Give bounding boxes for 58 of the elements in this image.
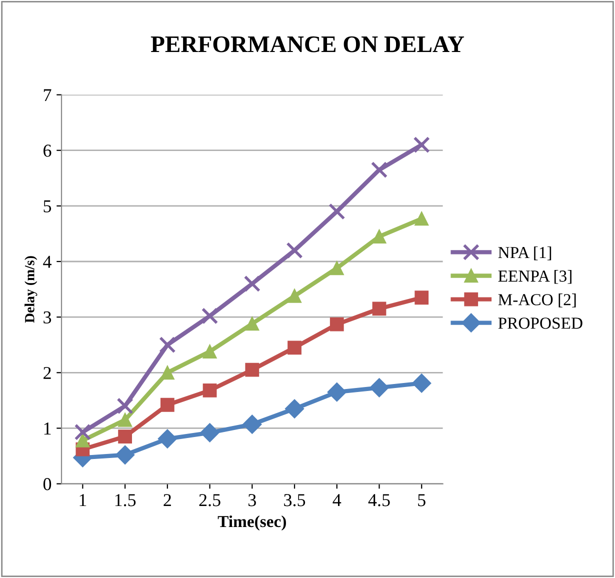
- point: [328, 203, 346, 220]
- point: [244, 275, 260, 292]
- legend-label: M-ACO [2]: [498, 294, 576, 308]
- legend-label: NPA [1]: [498, 246, 552, 260]
- x-tick-label: 4: [332, 494, 342, 506]
- point: [284, 399, 304, 418]
- point: [288, 289, 302, 303]
- x-axis-title: Time(sec): [218, 515, 286, 531]
- x-tick-label: 3.5: [284, 494, 306, 506]
- point: [412, 374, 432, 393]
- point: [327, 382, 346, 402]
- legend-label: EENPA [3]: [498, 270, 572, 284]
- point: [330, 261, 344, 276]
- point: [159, 336, 176, 354]
- point: [413, 136, 430, 154]
- point: [158, 429, 177, 448]
- point: [116, 445, 135, 464]
- y-tick-label: 4: [43, 256, 52, 268]
- point: [202, 344, 217, 358]
- x-tick-label: 2: [164, 494, 171, 506]
- point: [116, 398, 134, 414]
- point: [74, 424, 92, 440]
- chart-title: PERFORMANCE ON DELAY: [150, 36, 464, 52]
- point: [76, 433, 90, 448]
- x-tick-label: 2.5: [199, 494, 220, 506]
- point: [414, 290, 429, 305]
- point: [118, 430, 132, 444]
- point: [245, 316, 260, 331]
- y-tick-label: 1: [44, 422, 51, 434]
- y-tick-label: 7: [44, 89, 52, 102]
- point: [288, 340, 302, 355]
- point: [330, 317, 344, 332]
- x-tick-label: 1.5: [115, 494, 136, 506]
- point: [372, 230, 386, 244]
- y-axis-title: Delay (m/s): [24, 256, 38, 323]
- point: [160, 366, 174, 380]
- point: [370, 378, 389, 398]
- point: [160, 398, 174, 412]
- point: [200, 423, 220, 442]
- x-tick-label: 1: [80, 494, 86, 506]
- y-tick-label: 5: [44, 200, 52, 212]
- legend-label: PROPOSED: [498, 318, 582, 329]
- x-tick-label: 3: [248, 494, 256, 506]
- point: [372, 302, 386, 316]
- point: [242, 414, 262, 434]
- y-tick-label: 6: [44, 144, 52, 157]
- point: [202, 383, 217, 398]
- y-tick-label: 0: [43, 478, 52, 490]
- point: [201, 308, 218, 324]
- y-tick-label: 3: [44, 311, 52, 324]
- x-tick-label: 5: [418, 494, 426, 506]
- point: [370, 161, 388, 178]
- y-tick-label: 2: [44, 366, 51, 379]
- point: [286, 242, 303, 259]
- point: [414, 212, 429, 226]
- x-tick-label: 4.5: [368, 494, 390, 506]
- point: [245, 362, 260, 377]
- point: [118, 412, 132, 427]
